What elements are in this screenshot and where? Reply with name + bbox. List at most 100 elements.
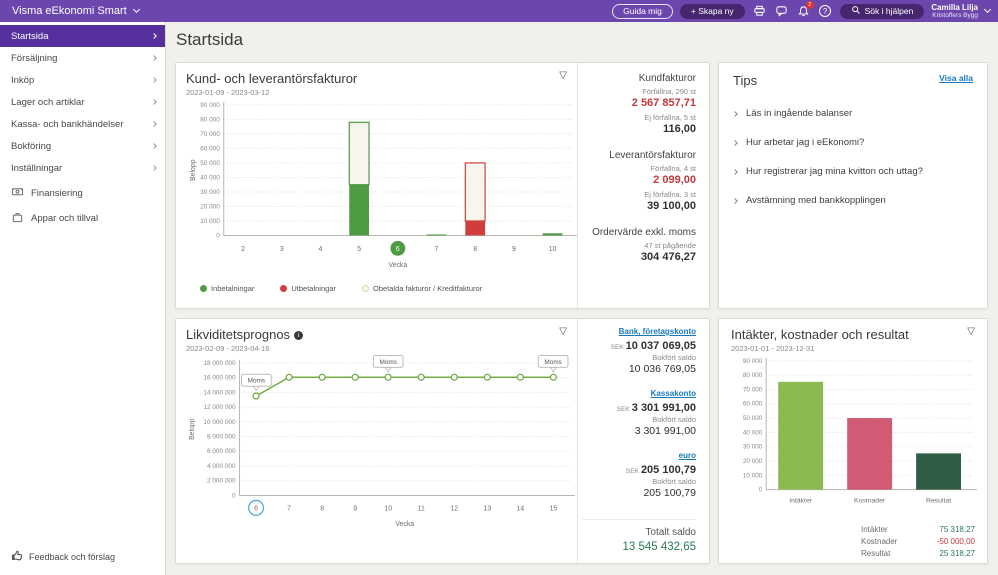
bar-0[interactable] [778,381,824,490]
filter-icon[interactable]: ▽ [559,326,567,337]
chevron-right-icon [732,139,738,146]
data-point-week-13[interactable] [483,373,491,381]
sidebar-item-finansiering[interactable]: Finansiering [0,182,165,204]
data-point-week-11[interactable] [417,373,425,381]
account-link[interactable]: euro [678,451,696,460]
svg-text:10 000: 10 000 [200,218,220,225]
svg-text:80 000: 80 000 [743,372,763,379]
svg-text:40 000: 40 000 [200,174,220,181]
moms-annotation [372,355,404,368]
svg-text:0: 0 [232,492,236,499]
invoices-card-title: Kund- och leverantörsfakturor [186,71,358,86]
data-point-week-14[interactable] [516,373,525,381]
feedback-label: Feedback och förslag [29,551,116,562]
filter-icon[interactable]: ▽ [559,70,567,81]
app-title-menu[interactable]: Visma eEkonomi Smart [8,5,140,17]
sidebar-item-installningar[interactable]: Inställningar [0,157,165,179]
total-balance: Totalt saldo 13 545 432,65 [582,519,696,563]
bar-unpaid-week-5[interactable] [348,121,370,186]
chevron-right-icon [151,143,157,149]
print-icon[interactable] [752,4,767,19]
search-icon [851,5,861,17]
account-link[interactable]: Bank, företagskonto [618,327,696,336]
feedback-button[interactable]: Feedback och förslag [0,542,165,575]
sidebar-item-inkop[interactable]: Inköp [0,69,165,91]
sidebar-item-label: Bokföring [11,140,52,152]
bar-week-8[interactable] [465,220,486,236]
stats-heading: Ordervärde exkl. moms [592,227,696,238]
svg-text:Intäkter: Intäkter [789,497,812,504]
sidebar-item-appar-och-tillval[interactable]: Appar och tillval [0,207,165,229]
liquidity-line [255,376,554,397]
summary-value: 75 318,27 [939,525,975,534]
bar-week-5[interactable] [349,184,370,236]
sidebar-item-kassa-och-bankhandelser[interactable]: Kassa- och bankhändelser [0,113,165,135]
svg-text:4: 4 [319,246,323,253]
svg-text:90 000: 90 000 [743,358,763,365]
chevron-right-icon [732,168,738,175]
sidebar-item-startsida[interactable]: Startsida [0,25,165,47]
account-amount: 3 301 991,00 [631,402,696,414]
chevron-right-icon [732,110,738,117]
booked-balance-value: 3 301 991,00 [634,425,696,437]
app-title: Visma eEkonomi Smart [12,5,127,17]
bar-2[interactable] [916,453,962,490]
bar-week-7[interactable] [426,234,447,236]
filter-icon[interactable]: ▽ [967,326,975,337]
create-new-button[interactable]: + Skapa ny [679,3,745,19]
svg-text:16 000 000: 16 000 000 [203,375,236,382]
svg-text:7: 7 [287,505,291,512]
summary-label: Intäkter [861,525,888,534]
svg-text:80 000: 80 000 [200,116,220,123]
notification-badge: 2 [805,0,814,9]
data-point-week-6[interactable] [252,392,260,400]
tips-item[interactable]: Hur arbetar jag i eEkonomi? [732,137,973,148]
svg-text:Belopp: Belopp [189,418,196,440]
bar-unpaid-week-8[interactable] [464,162,486,222]
guide-button[interactable]: Guida mig [612,3,673,19]
user-menu[interactable]: Camilla Lilja Kristoffers Bygg [931,3,978,20]
chat-icon[interactable] [774,4,789,19]
legend-dot-red [280,285,288,292]
summary-row: Intäkter 75 318,27 [861,524,975,536]
search-label: Sök i hjälpen [864,6,914,16]
tips-item[interactable]: Hur registrerar jag mina kvitton och utt… [732,166,973,177]
bar-week-10[interactable] [542,233,563,236]
current-week-marker[interactable] [390,240,406,256]
summary-label: Kostnader [861,537,898,546]
legend-label: Utbetalningar [291,284,336,293]
stats-sublabel: Förfallna, 290 st [642,87,696,96]
liquidity-card-title: Likviditetsprognos i [186,327,304,342]
svg-text:Moms: Moms [379,359,396,366]
booked-balance-label: Bokfört saldo [652,415,696,424]
svg-text:0: 0 [759,487,763,494]
data-point-week-15[interactable] [549,373,558,381]
help-search[interactable]: Sök i hjälpen [839,3,925,19]
data-point-week-9[interactable] [351,373,359,381]
notifications-bell-icon[interactable]: 2 [796,0,814,19]
sidebar-item-forsaljning[interactable]: Försäljning [0,47,165,69]
show-all-link[interactable]: Visa alla [939,73,973,83]
currency-label: SEK [610,344,624,351]
svg-text:Vecka: Vecka [395,521,414,528]
tips-item[interactable]: Läs in ingående balanser [732,108,973,119]
data-point-week-10[interactable] [384,373,392,381]
sidebar-item-lager-och-artiklar[interactable]: Lager och artiklar [0,91,165,113]
data-point-week-8[interactable] [318,373,326,381]
data-point-week-12[interactable] [450,373,458,381]
sidebar-item-bokforing[interactable]: Bokföring [0,135,165,157]
help-icon[interactable]: ? [818,4,833,19]
wallet-icon [11,186,24,200]
invoices-card-date-range: 2023-01-09 - 2023-03-12 [186,88,270,97]
account-link[interactable]: Kassakonto [650,389,696,398]
data-point-week-7[interactable] [285,373,293,381]
tips-item-label: Läs in ingående balanser [746,108,853,119]
current-week-marker[interactable] [248,499,265,516]
tips-item[interactable]: Avstämning med bankkopplingen [732,195,973,206]
svg-text:14 000 000: 14 000 000 [203,389,236,396]
svg-text:12: 12 [450,505,458,512]
bar-1[interactable] [847,418,893,490]
info-icon[interactable]: i [294,331,304,340]
svg-text:15: 15 [550,505,558,512]
legend-item: Utbetalningar [280,284,336,293]
